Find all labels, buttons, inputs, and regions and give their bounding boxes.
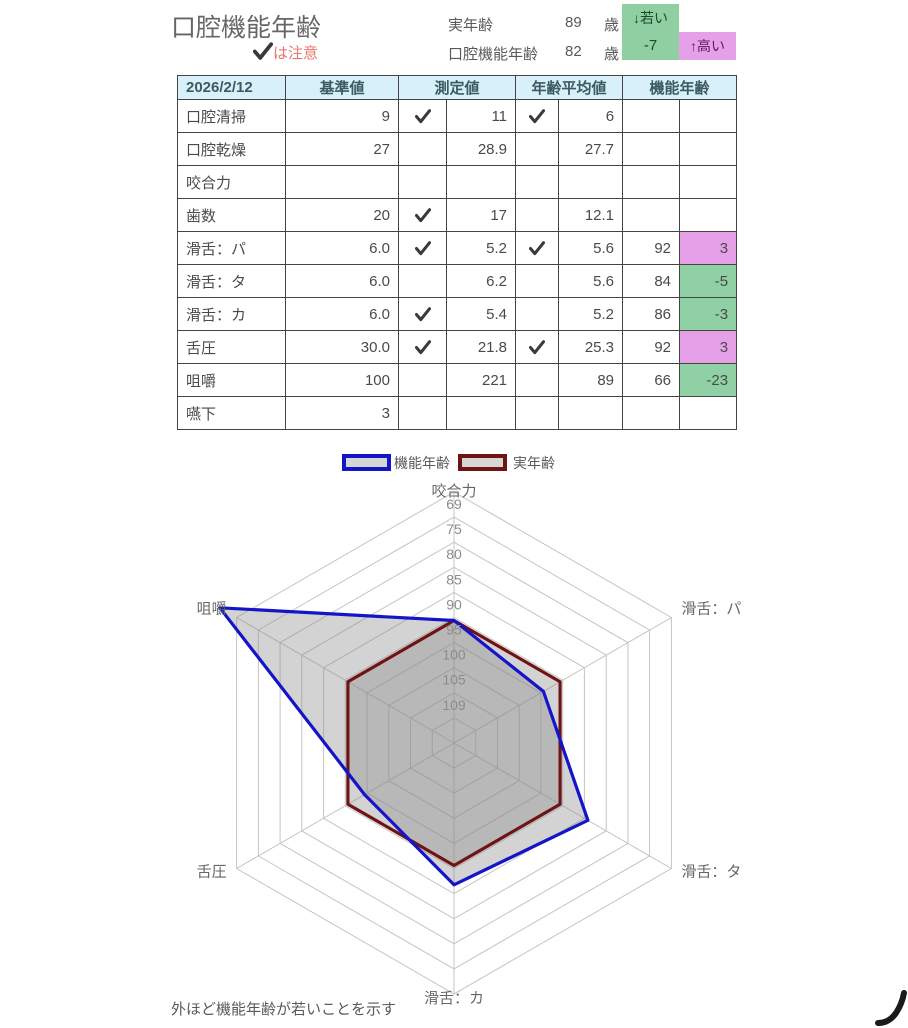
svg-text:75: 75 bbox=[446, 521, 462, 537]
svg-text:咬合力: 咬合力 bbox=[431, 482, 476, 500]
svg-text:滑舌：パ: 滑舌：パ bbox=[681, 601, 741, 618]
svg-text:滑舌：タ: 滑舌：タ bbox=[681, 864, 741, 881]
svg-text:105: 105 bbox=[442, 672, 466, 688]
svg-text:滑舌：カ: 滑舌：カ bbox=[424, 990, 484, 1007]
svg-text:95: 95 bbox=[446, 622, 462, 638]
svg-text:100: 100 bbox=[442, 647, 466, 663]
svg-text:90: 90 bbox=[446, 596, 462, 612]
svg-text:舌圧: 舌圧 bbox=[197, 864, 227, 881]
svg-text:咀嚼: 咀嚼 bbox=[197, 601, 227, 618]
svg-text:109: 109 bbox=[442, 697, 466, 713]
svg-text:85: 85 bbox=[446, 571, 462, 587]
svg-text:80: 80 bbox=[446, 546, 462, 562]
